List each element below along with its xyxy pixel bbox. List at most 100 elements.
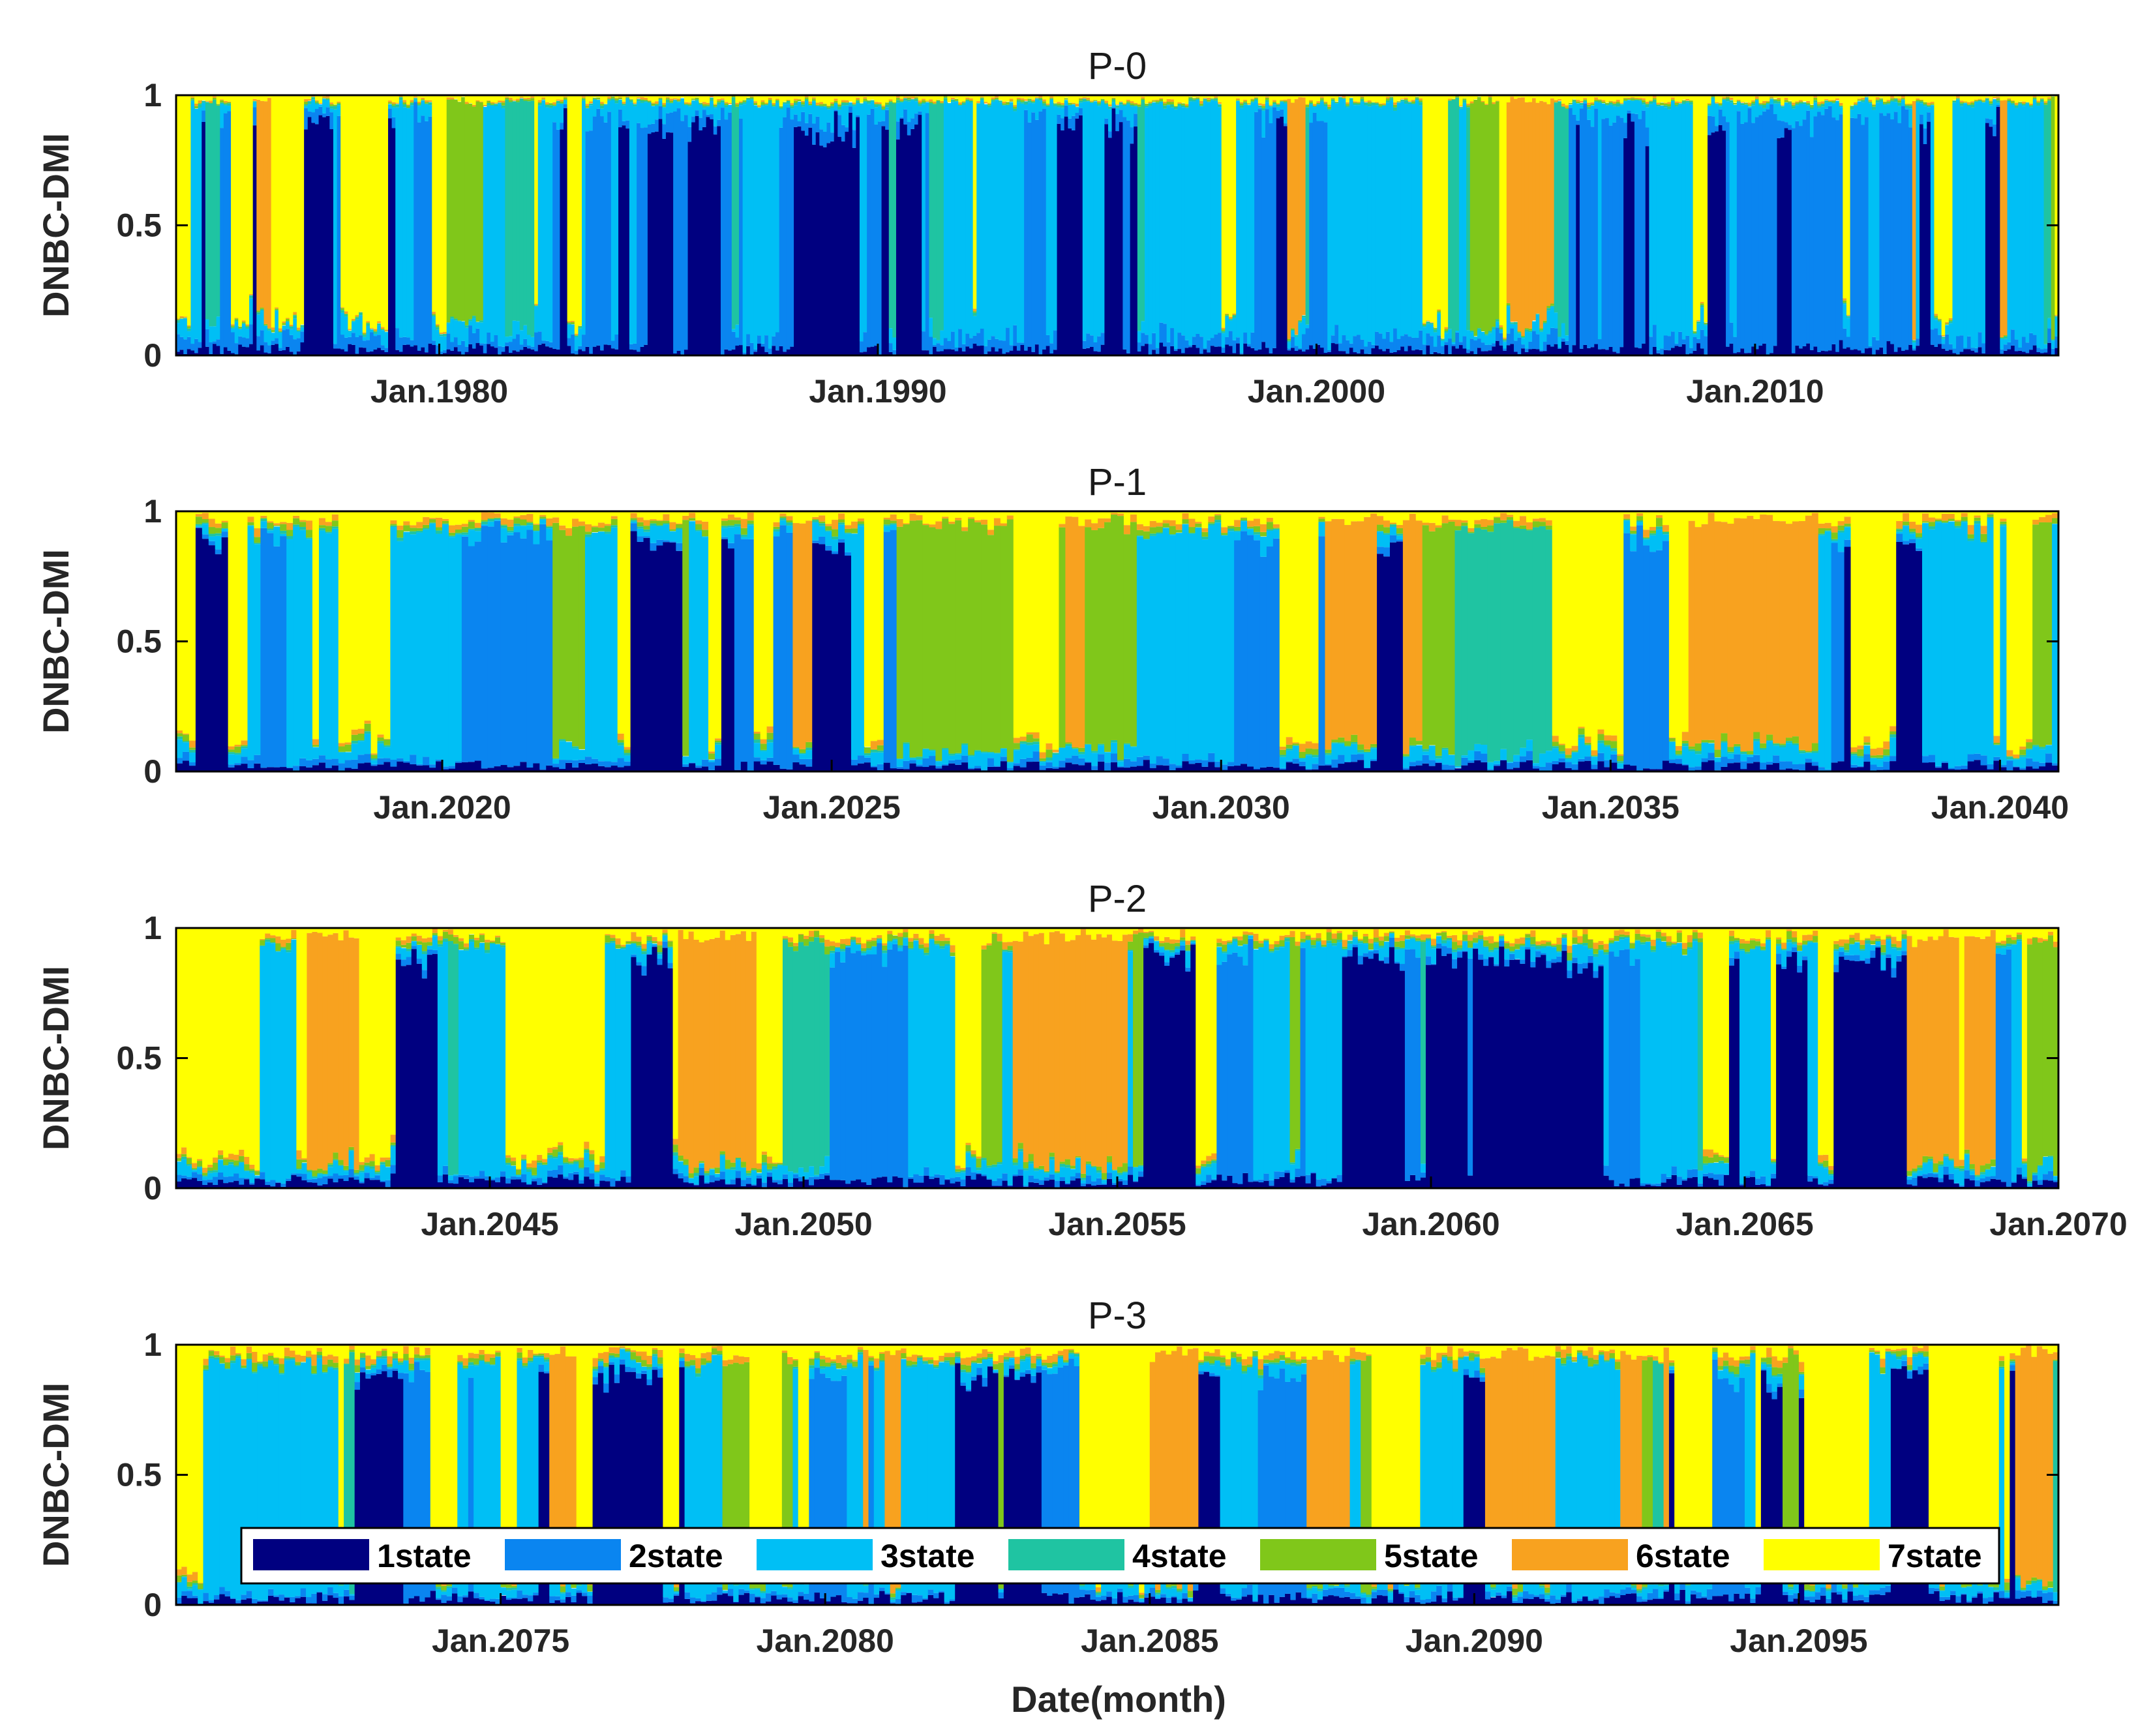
bar-segment-state-6 [1594,97,1599,100]
bar-segment-state-6 [1941,335,1946,337]
bar-segment-state-7 [1638,95,1642,98]
bar-segment-state-6 [1057,102,1061,104]
bar-segment-state-1 [1207,352,1211,355]
bar-segment-state-4 [1636,520,1644,522]
bar-segment-state-6 [993,518,1001,526]
bar-segment-state-7 [1583,95,1588,98]
bar-segment-state-3 [380,330,385,346]
bar-segment-state-1 [1195,763,1203,771]
bar-segment-state-4 [1905,105,1910,108]
bar-segment-state-7 [1532,95,1537,98]
bar-segment-state-6 [1199,100,1204,104]
bar-segment-state-5 [1623,98,1628,101]
bar-segment-state-1 [1469,351,1475,355]
bar-segment-state-3 [1828,102,1833,106]
bar-segment-state-2 [734,534,742,770]
bar-segment-state-5 [1751,101,1756,104]
bar-segment-state-7 [1357,511,1364,522]
bar-segment-state-3 [1291,331,1295,337]
bar-segment-state-3 [1569,104,1573,108]
bar-segment-state-2 [362,340,367,348]
bar-segment-state-2 [377,335,382,348]
bar-segment-state-3 [1032,744,1040,752]
bar-segment-state-4 [799,753,807,755]
bar-segment-state-3 [1487,762,1494,770]
bar-segment-state-1 [1630,766,1637,771]
bar-segment-state-3 [198,107,203,342]
bar-segment-state-3 [293,526,300,766]
bar-segment-state-4 [1584,744,1592,746]
bar-segment-state-3 [442,524,449,767]
bar-segment-state-4 [1316,104,1321,105]
bar-segment-state-5 [539,516,547,519]
bar-segment-state-1 [819,145,824,355]
bar-segment-state-3 [775,102,780,333]
bar-segment-state-3 [1085,744,1092,762]
bar-segment-state-4 [637,526,644,529]
bar-segment-state-5 [1762,103,1767,106]
bar-segment-state-7 [617,511,625,734]
bar-segment-state-3 [1234,531,1241,541]
bar-segment-state-4 [1232,315,1237,318]
bar-segment-state-7 [851,511,858,522]
bar-segment-state-3 [881,110,886,121]
bar-segment-state-4 [1006,104,1010,106]
bar-segment-state-4 [311,97,316,100]
bar-segment-state-6 [260,100,265,308]
bar-segment-state-2 [1791,128,1796,353]
bar-segment-state-3 [1383,534,1391,548]
bar-segment-state-3 [1578,738,1586,759]
bar-segment-state-3 [1169,535,1177,764]
bar-segment-state-6 [1338,519,1346,738]
bar-segment-state-1 [1316,344,1321,355]
bar-segment-state-3 [1259,537,1267,557]
bar-segment-state-2 [338,763,346,771]
bar-segment-state-4 [1616,103,1621,107]
bar-segment-state-5 [936,100,941,101]
bar-segment-state-2 [1528,341,1533,350]
bar-segment-state-3 [819,526,826,537]
bar-segment-state-7 [1916,95,1920,98]
bar-segment-state-5 [1104,522,1111,752]
bar-segment-state-2 [1111,753,1118,762]
bar-segment-state-4 [1013,108,1017,112]
bar-segment-state-3 [1316,104,1321,121]
bar-segment-state-4 [1861,100,1865,102]
bar-segment-state-7 [1747,95,1753,103]
bar-segment-state-1 [1908,344,1913,355]
bar-segment-state-4 [1309,102,1314,105]
y-tick-label: 0.5 [116,207,162,244]
bar-segment-state-6 [1927,102,1931,106]
bar-segment-state-1 [903,124,908,356]
bar-segment-state-7 [1234,511,1241,520]
bar-segment-state-2 [2000,349,2004,354]
bar-segment-state-5 [1989,101,1993,104]
bar-segment-state-1 [702,127,707,355]
bar-segment-state-1 [859,352,864,355]
bar-segment-state-2 [1747,108,1753,353]
bar-segment-state-1 [1027,346,1032,355]
bar-segment-state-2 [1137,342,1142,352]
bar-segment-state-4 [779,518,787,520]
bar-segment-state-7 [1166,95,1171,99]
bar-segment-state-1 [559,768,566,771]
bar-segment-state-1 [1389,352,1394,355]
bar-segment-state-2 [591,758,599,764]
bar-segment-state-1 [267,767,275,771]
bar-segment-state-3 [333,109,338,344]
bar-segment-state-7 [969,95,974,98]
bar-segment-state-5 [1227,526,1235,529]
bar-segment-state-3 [1678,104,1683,332]
bar-segment-state-1 [428,343,433,355]
bar-segment-state-6 [507,519,515,527]
bar-segment-state-3 [1000,748,1008,757]
bar-segment-state-6 [799,523,807,749]
bar-segment-state-2 [877,121,882,355]
bar-segment-state-5 [513,518,521,524]
bar-segment-state-6 [933,101,937,104]
bar-segment-state-3 [1327,110,1332,351]
bar-segment-state-2 [390,759,398,767]
bar-segment-state-4 [442,523,449,525]
bar-segment-state-1 [1587,348,1591,355]
bar-segment-state-2 [1148,344,1153,355]
